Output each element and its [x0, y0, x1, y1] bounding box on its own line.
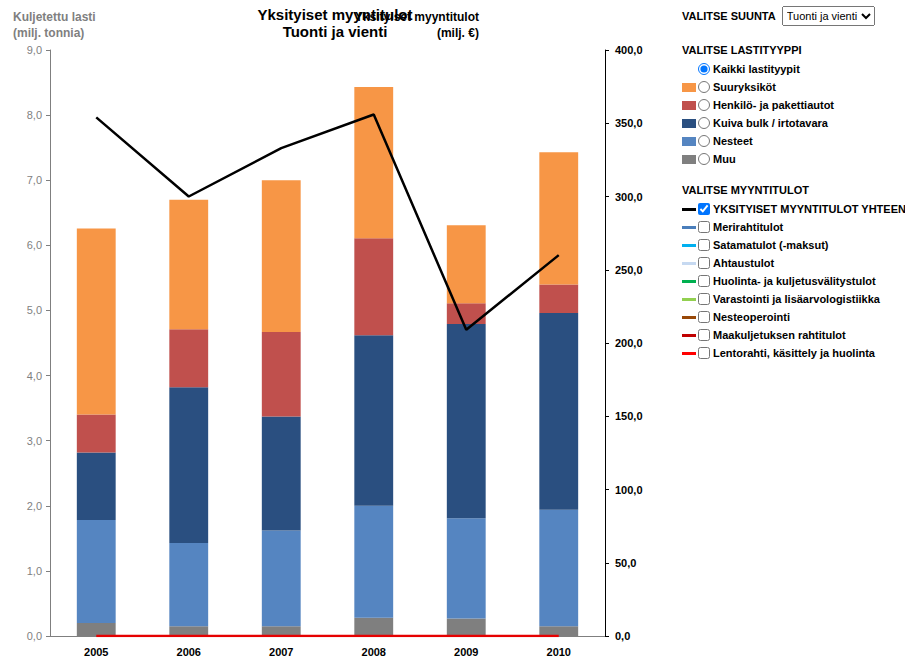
svg-text:8,0: 8,0: [27, 109, 42, 121]
svg-text:50,0: 50,0: [615, 557, 636, 569]
svg-text:150,0: 150,0: [615, 410, 643, 422]
html-text:Muu: Muu: [713, 153, 736, 165]
html-text:Ahtaustulot: Ahtaustulot: [713, 257, 775, 269]
svg-text:350,0: 350,0: [615, 117, 643, 129]
svg-text:2009: 2009: [454, 646, 478, 658]
svg-text:(milj. €): (milj. €): [437, 26, 479, 40]
html-text:Suuryksiköt: Suuryksiköt: [713, 81, 776, 93]
svg-text:Yksityiset myyntitulot: Yksityiset myyntitulot: [257, 6, 413, 23]
html-text:Kuiva bulk / irtotavara: Kuiva bulk / irtotavara: [713, 117, 828, 129]
svg-text:2,0: 2,0: [27, 500, 42, 512]
svg-text:0,0: 0,0: [27, 630, 42, 642]
html-text:Nesteoperointi: Nesteoperointi: [713, 311, 790, 323]
svg-text:Kuljetettu lasti: Kuljetettu lasti: [13, 10, 96, 24]
svg-text:2005: 2005: [84, 646, 108, 658]
svg-text:Tuonti ja vienti: Tuonti ja vienti: [283, 23, 388, 40]
svg-text:6,0: 6,0: [27, 239, 42, 251]
html-text:Lentorahti, käsittely ja huoli: Lentorahti, käsittely ja huolinta: [713, 347, 875, 359]
svg-text:(milj. tonnia): (milj. tonnia): [13, 26, 84, 40]
html-text:Huolinta- ja kuljetusvälitystu: Huolinta- ja kuljetusvälitystulot: [713, 275, 876, 287]
svg-text:5,0: 5,0: [27, 304, 42, 316]
svg-text:250,0: 250,0: [615, 264, 643, 276]
svg-text:2006: 2006: [177, 646, 201, 658]
html-text:Satamatulot (-maksut): Satamatulot (-maksut): [713, 239, 829, 251]
svg-text:3,0: 3,0: [27, 435, 42, 447]
html-text:VALITSE MYYNTITULOT: VALITSE MYYNTITULOT: [682, 184, 809, 196]
html-text:Kaikki lastityypit: Kaikki lastityypit: [713, 63, 800, 75]
svg-text:200,0: 200,0: [615, 337, 643, 349]
html-text:VALITSE SUUNTA: VALITSE SUUNTA: [682, 10, 776, 22]
html-text:Varastointi ja lisäarvologisti: Varastointi ja lisäarvologistiikka: [713, 293, 880, 305]
svg-text:2008: 2008: [362, 646, 386, 658]
html-text:VALITSE LASTITYYPPI: VALITSE LASTITYYPPI: [682, 44, 802, 56]
svg-text:4,0: 4,0: [27, 370, 42, 382]
html-text:Henkilö- ja pakettiautot: Henkilö- ja pakettiautot: [713, 99, 834, 111]
svg-text:0,0: 0,0: [615, 630, 630, 642]
svg-text:1,0: 1,0: [27, 565, 42, 577]
svg-text:300,0: 300,0: [615, 191, 643, 203]
svg-text:7,0: 7,0: [27, 174, 42, 186]
html-text:Merirahtitulot: Merirahtitulot: [713, 221, 784, 233]
svg-text:9,0: 9,0: [27, 44, 42, 56]
svg-text:100,0: 100,0: [615, 484, 643, 496]
svg-text:2007: 2007: [269, 646, 293, 658]
svg-text:400,0: 400,0: [615, 44, 643, 56]
html-text:Maakuljetuksen rahtitulot: Maakuljetuksen rahtitulot: [713, 329, 846, 341]
html-text:Nesteet: Nesteet: [713, 135, 753, 147]
svg-text:2010: 2010: [547, 646, 571, 658]
svg-text:Yksityiset myyntitulot: Yksityiset myyntitulot: [355, 10, 479, 24]
